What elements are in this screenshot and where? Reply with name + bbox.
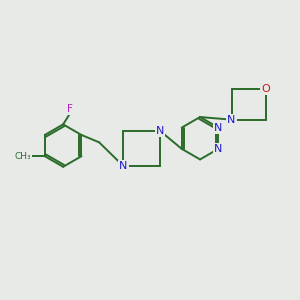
Text: N: N xyxy=(119,161,128,171)
Text: N: N xyxy=(214,123,223,133)
Text: F: F xyxy=(67,104,73,114)
Text: CH₃: CH₃ xyxy=(15,152,32,161)
Text: N: N xyxy=(227,115,236,125)
Text: O: O xyxy=(22,151,30,161)
Text: N: N xyxy=(214,144,223,154)
Text: O: O xyxy=(261,84,270,94)
Text: N: N xyxy=(156,126,164,136)
